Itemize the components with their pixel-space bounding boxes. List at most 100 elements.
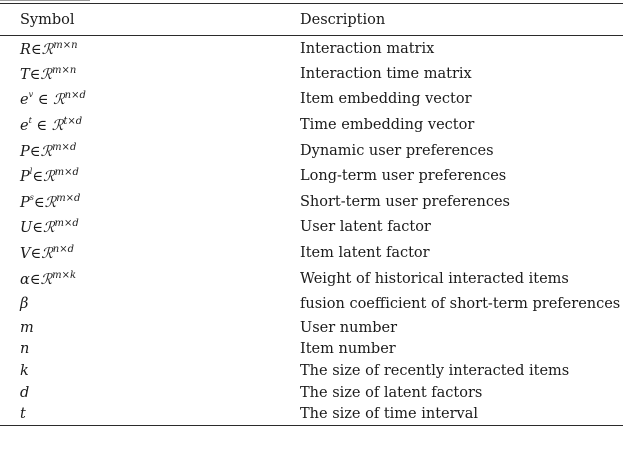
description-cell: Item embedding vector [300,91,472,108]
description-cell: fusion coefficient of short-term prefere… [300,296,621,313]
table-row: et ∈ ℛt×d Time embedding vector [0,112,623,138]
symbol-base: U [20,220,33,237]
symbol-base: T [20,66,30,83]
symbol-base: P [20,169,30,186]
description-cell: Interaction time matrix [300,65,472,82]
description-cell: Item number [300,341,396,358]
table-row: n Item number [0,339,623,361]
description-cell: Long-term user preferences [300,168,507,185]
description-cell: User number [300,319,398,336]
table-row: β fusion coefficient of short-term prefer… [0,291,623,317]
dimension-superscript: m×d [54,218,79,230]
dimension-superscript: n×d [52,244,75,256]
dimension-superscript: n×d [64,90,86,102]
element-of-operator: ∈ [29,143,41,160]
top-rule-short [0,0,90,1]
table-row: Pl∈ℛm×d Long-term user preferences [0,163,623,189]
symbol-expression: β [20,296,28,312]
symbol-cell: U∈ℛm×d [0,215,300,241]
symbol-cell: n [0,339,300,361]
dimension-superscript: m×n [53,39,78,51]
symbol-cell: m [0,317,300,339]
symbol-base: d [20,384,30,401]
symbol-superscript: t [28,116,32,126]
symbol-expression: t [20,406,26,422]
real-space-symbol: ℛ [51,118,64,135]
dimension-superscript: m×n [51,64,77,76]
element-of-operator: ∈ [33,92,54,109]
table-row: k The size of recently interacted items [0,360,623,382]
description-cell: User latent factor [300,219,431,236]
symbol-cell: d [0,382,300,404]
notation-table: Symbol Description R∈ℛm×n Interaction mat… [0,4,623,426]
element-of-operator: ∈ [32,169,44,186]
element-of-operator: ∈ [29,271,41,288]
symbol-base: β [20,296,29,313]
element-of-operator: ∈ [30,246,42,263]
table-header: Symbol Description [0,4,623,36]
symbol-base: e [20,92,29,109]
real-space-symbol: ℛ [41,246,53,263]
symbol-cell: β [0,291,300,317]
description-cell: The size of time interval [300,403,623,426]
symbol-base: V [20,246,31,263]
symbol-superscript: s [29,192,34,202]
description-column-header: Description [300,4,623,36]
symbol-base: k [20,363,29,380]
table-row: T∈ℛm×n Interaction time matrix [0,61,623,87]
symbol-base: n [20,341,30,358]
real-space-symbol: ℛ [40,143,53,160]
symbol-cell: α∈ℛm×k [0,266,300,292]
symbol-expression: R∈ℛm×n [20,39,78,58]
symbol-base: R [20,41,31,58]
symbol-base: e [20,118,29,135]
description-cell: Dynamic user preferences [300,142,494,159]
symbol-cell: T∈ℛm×n [0,61,300,87]
dimension-superscript: m×d [52,141,77,153]
description-cell: Weight of historical interacted items [300,270,569,287]
description-cell: Item latent factor [300,245,430,262]
symbol-expression: Pl∈ℛm×d [20,167,79,186]
symbol-cell: ev ∈ ℛn×d [0,87,300,113]
element-of-operator: ∈ [30,41,42,58]
description-cell: Time embedding vector [300,117,475,134]
dimension-superscript: m×k [52,269,77,281]
table-row: d The size of latent factors [0,382,623,404]
element-of-operator: ∈ [33,194,45,211]
dimension-superscript: m×d [56,192,81,204]
real-space-symbol: ℛ [40,271,53,288]
symbol-expression: n [20,341,29,357]
symbol-expression: Ps∈ℛm×d [20,192,81,211]
symbol-base: α [20,271,30,288]
symbol-base: t [20,405,26,422]
symbol-expression: T∈ℛm×n [20,64,77,83]
table-row: t The size of time interval [0,403,623,426]
element-of-operator: ∈ [32,220,43,237]
symbol-superscript: v [28,90,34,100]
description-cell: Short-term user preferences [300,193,510,210]
symbol-expression: d [20,385,29,401]
description-cell: The size of latent factors [300,384,483,401]
symbol-base: P [20,143,30,160]
real-space-symbol: ℛ [41,41,54,58]
symbol-cell: t [0,403,300,426]
symbol-cell: et ∈ ℛt×d [0,112,300,138]
table-row: P∈ℛm×d Dynamic user preferences [0,138,623,164]
real-space-symbol: ℛ [43,169,55,186]
real-space-symbol: ℛ [40,66,52,83]
symbol-expression: k [20,363,29,379]
real-space-symbol: ℛ [53,92,65,109]
symbol-cell: Ps∈ℛm×d [0,189,300,215]
dimension-superscript: m×d [54,167,79,179]
symbol-expression: α∈ℛm×k [20,269,77,288]
symbol-cell: k [0,360,300,382]
symbol-superscript: l [29,167,33,177]
real-space-symbol: ℛ [42,220,55,237]
symbol-expression: ev ∈ ℛn×d [20,90,86,109]
table-top-rule [0,3,623,4]
table-body: R∈ℛm×n Interaction matrix T∈ℛm×n Interactio… [0,36,623,426]
description-cell: The size of recently interacted items [300,363,570,380]
symbol-expression: m [20,320,34,336]
element-of-operator: ∈ [29,66,41,83]
symbol-cell: V∈ℛn×d [0,240,300,266]
